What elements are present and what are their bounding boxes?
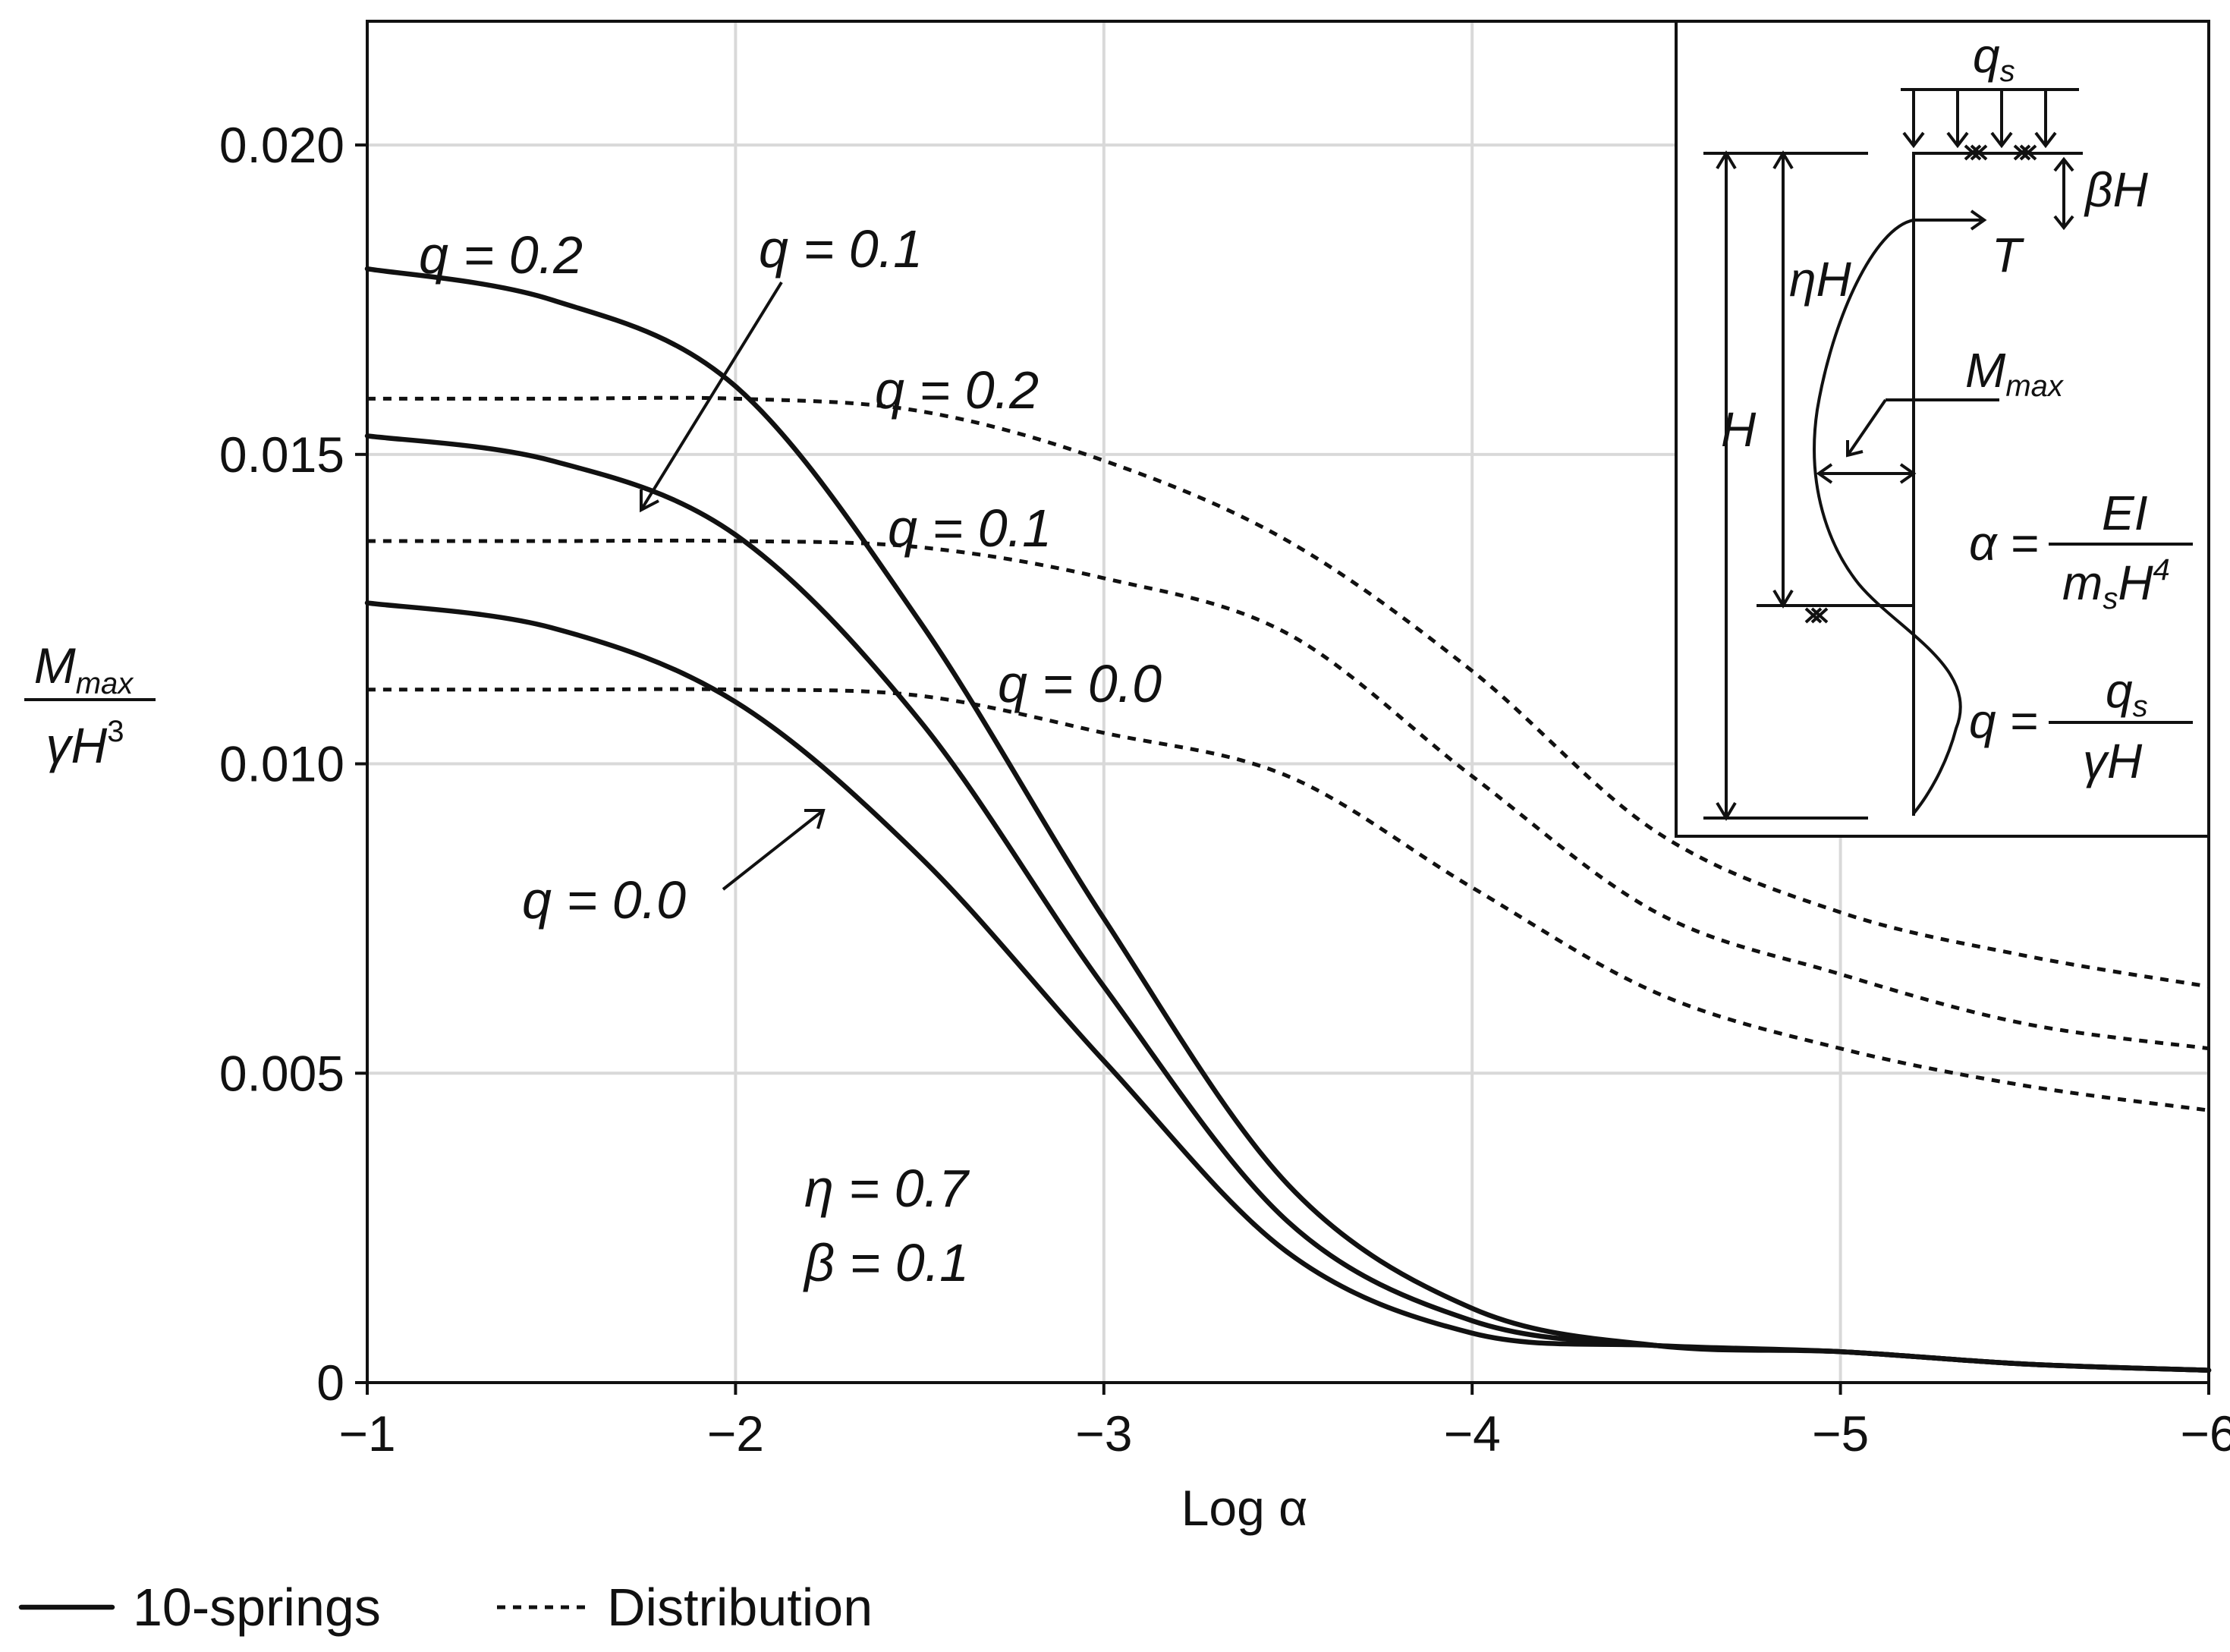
inset-betaH-arrow-bottom <box>2053 215 2074 231</box>
y-tick-label: 0.005 <box>219 1045 344 1101</box>
inset-q-numerator: qs <box>2106 663 2148 723</box>
arrow-springs-q01-head <box>640 489 659 513</box>
series-line-10-springs-q-0-0 <box>364 600 2212 1373</box>
x-tick-label: −1 <box>338 1405 395 1462</box>
series-line-distribution-q-0-0 <box>366 687 2210 1112</box>
arrow-springs-q00 <box>722 809 825 891</box>
inset-etaH-arrow-bottom <box>1772 589 1794 609</box>
inset-H-label: H <box>1721 402 1757 457</box>
y-axis: 0 0.005 0.010 0.015 0.020 <box>219 117 367 1411</box>
arrow-springs-q01 <box>640 281 783 511</box>
annotation-springs-q02: q = 0.2 <box>419 225 583 285</box>
x-axis-title: Log α <box>1181 1480 1308 1536</box>
annotation-beta: β = 0.1 <box>803 1233 969 1292</box>
series-line-distribution-q-0-2 <box>367 395 2210 989</box>
x-tick-label: −6 <box>2180 1405 2230 1462</box>
curve-annotations: q = 0.2 q = 0.1 q = 0.0 q = 0.2 q = 0.1 … <box>419 219 1162 1292</box>
inset-hatch-marks <box>1804 144 2037 624</box>
x-tick-label: −3 <box>1075 1405 1132 1462</box>
legend: 10-springs Distribution <box>18 1578 873 1637</box>
annotation-springs-q01: q = 0.1 <box>759 219 923 278</box>
x-tick-label: −4 <box>1444 1405 1501 1462</box>
y-axis-title-numerator: Mmax <box>34 637 135 700</box>
y-tick-label: 0 <box>316 1355 344 1411</box>
x-tick-label: −2 <box>707 1405 764 1462</box>
inset-surcharge-arrows <box>1902 90 2057 149</box>
x-tick-label: −5 <box>1812 1405 1869 1462</box>
inset-Mmax-label: Mmax <box>1965 343 2065 403</box>
y-tick-label: 0.020 <box>219 117 344 173</box>
inset-Mmax-arrow-left <box>1816 463 1833 484</box>
series <box>364 266 2212 1373</box>
inset-T-label: T <box>1992 228 2024 282</box>
inset-frame <box>1675 20 2210 838</box>
inset-qs-label: qs <box>1973 28 2015 88</box>
annotation-eta: η = 0.7 <box>804 1159 970 1218</box>
inset-Mmax-leader <box>1846 398 1887 457</box>
y-axis-title-denominator: γH3 <box>46 715 124 773</box>
inset-H-arrow-top <box>1716 150 1737 170</box>
inset-Mmax-arrow-right <box>1899 463 1917 484</box>
annotation-springs-q00: q = 0.0 <box>522 870 686 930</box>
inset-q-denominator: γH <box>2083 734 2143 788</box>
inset-etaH-arrow-top <box>1772 150 1794 170</box>
inset-alpha-lhs: α = <box>1969 516 2039 571</box>
inset-H-arrow-bottom <box>1716 801 1737 821</box>
inset-diagram: qs βH T ηH Mmax H α = EI msH4 q = qs γH <box>1675 20 2210 838</box>
y-tick-label: 0.010 <box>219 736 344 792</box>
inset-betaH-arrow-top <box>2053 156 2074 172</box>
legend-label-distribution: Distribution <box>607 1578 873 1637</box>
annotation-distribution-q02: q = 0.2 <box>875 360 1039 420</box>
y-axis-title: Mmax γH3 <box>24 637 156 773</box>
arrow-springs-q00-head <box>804 809 826 829</box>
legend-label-springs: 10-springs <box>133 1578 381 1637</box>
inset-etaH-label: ηH <box>1789 252 1852 307</box>
x-axis: −1 −2 −3 −4 −5 −6 <box>338 1383 2230 1462</box>
y-tick-label: 0.015 <box>219 426 344 483</box>
annotation-distribution-q01: q = 0.1 <box>888 499 1052 558</box>
inset-betaH-label: βH <box>2084 162 2149 217</box>
inset-alpha-denominator: msH4 <box>2062 553 2170 615</box>
inset-alpha-numerator: EI <box>2102 486 2148 540</box>
annotation-distribution-q00: q = 0.0 <box>998 654 1162 713</box>
inset-anchor-arrowhead <box>1970 209 1987 231</box>
inset-deflection-curve <box>1813 219 1962 815</box>
series-line-distribution-q-0-1 <box>367 538 2210 1051</box>
plot-frame <box>366 20 2210 1384</box>
inset-q-lhs: q = <box>1969 694 2038 748</box>
inset-Mmax-leader-arrow <box>1846 440 1864 458</box>
